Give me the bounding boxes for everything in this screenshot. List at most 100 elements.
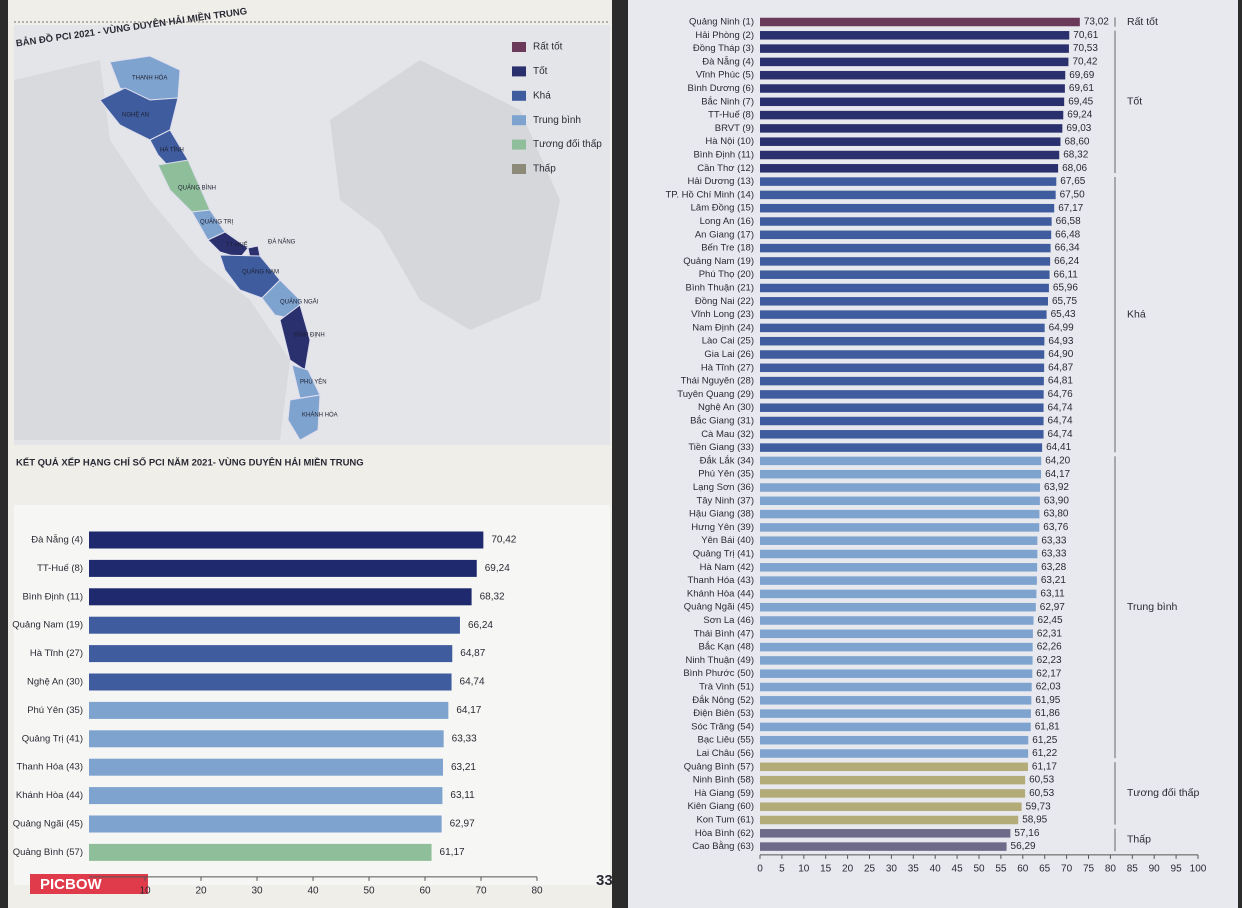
value-label: 63,90	[1044, 495, 1069, 506]
map-label: THANH HÓA	[132, 75, 167, 82]
value-label: 64,87	[460, 648, 485, 659]
value-label: 62,45	[1038, 615, 1063, 626]
bar	[760, 842, 1007, 851]
x-tick-label: 95	[1171, 863, 1183, 874]
bar	[760, 150, 1060, 160]
bar	[760, 576, 1037, 585]
category-label: Đồng Nai (22)	[695, 296, 754, 307]
bar	[89, 559, 477, 577]
map-label: BÌNH ĐỊNH	[294, 332, 325, 339]
legend-label: Tốt	[533, 65, 548, 77]
legend-swatch	[512, 139, 526, 150]
bar	[760, 190, 1056, 200]
category-label: Hậu Giang (38)	[689, 509, 754, 520]
category-label: Lào Cai (25)	[702, 336, 754, 347]
value-label: 63,21	[1041, 575, 1066, 586]
category-label: Hưng Yên (39)	[691, 522, 754, 533]
category-label: Đồng Tháp (3)	[693, 43, 754, 54]
bar	[89, 701, 449, 719]
value-label: 67,17	[1058, 203, 1083, 214]
bar	[760, 376, 1044, 386]
map-label: QUẢNG NGÃI	[280, 299, 319, 306]
value-label: 58,95	[1022, 815, 1047, 826]
x-tick-label: 60	[1017, 863, 1029, 874]
category-label: Khánh Hòa (44)	[16, 790, 83, 801]
province	[279, 304, 311, 371]
x-tick-label: 50	[973, 863, 985, 874]
value-label: 69,03	[1066, 123, 1091, 134]
value-label: 66,48	[1055, 229, 1080, 240]
x-tick-label: 90	[1149, 863, 1161, 874]
value-label: 67,65	[1060, 176, 1085, 187]
bar	[760, 762, 1028, 772]
category-label: Hà Tĩnh (27)	[701, 362, 754, 373]
category-label: Đắk Nông (52)	[692, 695, 754, 706]
bar	[89, 787, 443, 805]
x-tick-label: 80	[1105, 863, 1117, 874]
category-label: Hải Dương (13)	[688, 176, 754, 187]
bar	[760, 416, 1044, 426]
map-label: KHÁNH HÒA	[302, 412, 338, 419]
bar	[760, 110, 1064, 120]
category-label: Quảng Trị (41)	[22, 733, 83, 744]
category-label: Đắk Lắk (34)	[700, 455, 754, 466]
x-tick-label: 50	[363, 886, 375, 897]
legend-label: Trung bình	[533, 115, 581, 126]
x-tick-label: 5	[779, 863, 785, 874]
category-label: An Giang (17)	[695, 229, 754, 240]
category-label: Tuyên Quang (29)	[677, 389, 754, 400]
bar	[760, 709, 1031, 718]
category-label: Kon Tum (61)	[696, 815, 754, 826]
value-label: 63,33	[1041, 535, 1066, 546]
bar	[760, 137, 1061, 146]
bar	[760, 735, 1029, 745]
category-label: Lai Châu (56)	[696, 748, 754, 759]
bar	[760, 31, 1070, 40]
value-label: 64,74	[1048, 402, 1073, 413]
x-tick-label: 30	[251, 886, 263, 897]
bar	[760, 669, 1033, 678]
page-number: 33	[596, 872, 613, 889]
value-label: 73,02	[1084, 17, 1109, 28]
x-tick-label: 60	[419, 886, 431, 897]
legend-label: Khá	[533, 90, 551, 101]
bar	[760, 230, 1052, 240]
value-label: 61,22	[1032, 748, 1057, 759]
bar	[89, 730, 444, 748]
bar	[89, 758, 443, 776]
value-label: 63,33	[452, 733, 477, 744]
bar	[760, 243, 1051, 253]
category-label: Gia Lai (26)	[704, 349, 754, 360]
value-label: 69,24	[485, 563, 510, 574]
bar	[760, 443, 1043, 452]
value-label: 68,32	[480, 591, 505, 602]
x-tick-label: 65	[1039, 863, 1051, 874]
x-tick-label: 75	[1083, 863, 1095, 874]
value-label: 64,17	[456, 705, 481, 716]
category-label: Phú Yên (35)	[27, 705, 83, 716]
category-label: Bắc Giang (31)	[690, 416, 754, 427]
category-label: Nghệ An (30)	[698, 402, 754, 413]
bar	[760, 629, 1033, 639]
value-label: 62,97	[1040, 602, 1065, 613]
bar	[760, 696, 1032, 705]
bar	[760, 350, 1045, 359]
map-label: QUẢNG NAM	[242, 269, 279, 276]
category-label: Thanh Hóa (43)	[16, 762, 83, 773]
value-label: 61,17	[440, 847, 465, 858]
bar	[760, 589, 1037, 599]
value-label: 62,97	[450, 819, 475, 830]
bar	[760, 97, 1065, 107]
bar	[760, 257, 1051, 266]
bar	[760, 270, 1050, 279]
bar	[760, 642, 1033, 652]
legend-swatch	[512, 66, 526, 77]
value-label: 60,53	[1029, 788, 1054, 799]
legend-swatch	[512, 115, 526, 126]
bar	[89, 588, 472, 606]
group-label: Thấp	[1127, 834, 1151, 846]
category-label: Nghệ An (30)	[27, 677, 83, 688]
value-label: 64,93	[1048, 336, 1073, 347]
value-label: 64,20	[1045, 456, 1070, 467]
group-label: Trung bình	[1127, 601, 1178, 613]
